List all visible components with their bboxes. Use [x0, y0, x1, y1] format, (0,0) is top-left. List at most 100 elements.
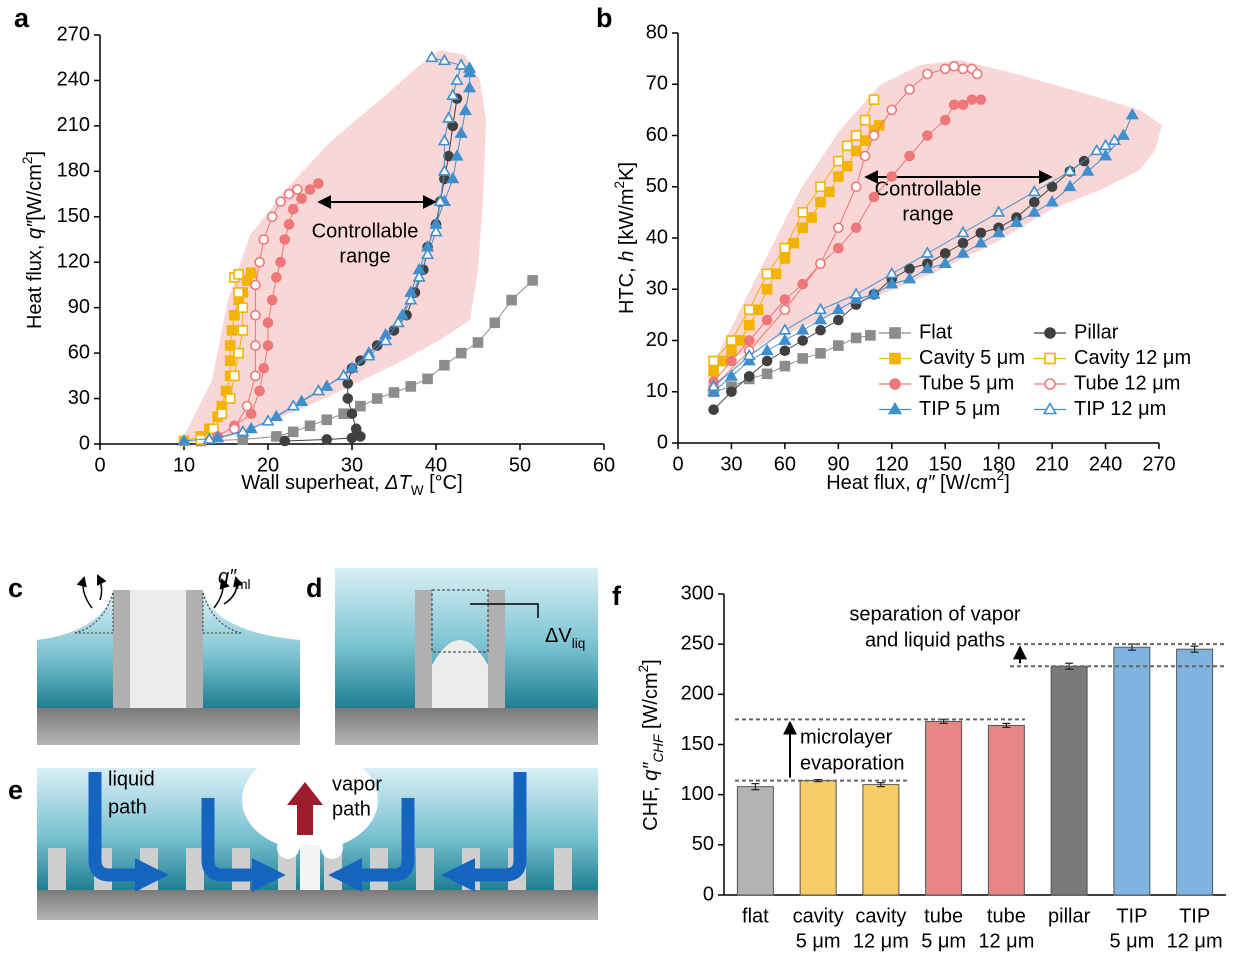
marker — [796, 323, 810, 335]
marker — [903, 271, 917, 284]
marker — [177, 433, 191, 446]
annotation: range — [339, 245, 390, 267]
y-tick-label: 0 — [657, 431, 668, 453]
substrate — [335, 708, 598, 745]
x-tick-label: TIP — [1116, 905, 1147, 927]
marker — [726, 345, 737, 357]
substrate — [37, 708, 300, 745]
label-part: ] — [24, 151, 46, 157]
marker — [778, 323, 792, 335]
marker — [956, 225, 970, 238]
label-part: [°C] — [424, 472, 463, 494]
diagram-e: liquid path vapor path e — [8, 750, 598, 920]
label-part: ] — [640, 659, 662, 665]
legend-marker — [1044, 352, 1056, 365]
x-tick-label: 30 — [720, 453, 742, 475]
x-tick-label: 40 — [425, 454, 447, 476]
bar — [987, 724, 1025, 896]
marker — [806, 212, 817, 223]
marker — [296, 193, 307, 204]
marker — [708, 365, 719, 377]
marker — [1107, 133, 1122, 146]
vapor-stem — [300, 845, 320, 890]
marker — [321, 434, 333, 445]
marker — [446, 88, 460, 100]
label-part: h — [616, 251, 638, 262]
marker — [788, 237, 800, 249]
marker — [1081, 164, 1095, 176]
annotation: ΔVliq — [545, 625, 585, 651]
marker — [948, 99, 960, 111]
volume-outline — [431, 589, 489, 653]
x-tick-label: 12 μm — [1167, 930, 1223, 952]
marker — [262, 317, 274, 329]
x-tick-label: 5 μm — [921, 930, 966, 952]
annotation: Controllable — [312, 220, 419, 242]
marker — [237, 434, 249, 445]
x-tick-label: flat — [742, 905, 769, 927]
y-tick-label: 100 — [681, 783, 714, 805]
marker — [304, 420, 316, 432]
legend-marker — [887, 401, 903, 415]
marker — [250, 370, 261, 382]
marker — [439, 359, 450, 371]
marker — [292, 184, 303, 195]
marker — [1045, 195, 1059, 207]
label-part: ΔV — [545, 625, 572, 647]
marker — [236, 424, 250, 437]
marker — [422, 373, 433, 385]
marker — [463, 81, 477, 93]
label-part: q″ — [640, 762, 662, 781]
marker — [266, 211, 278, 223]
panel-label: c — [8, 573, 23, 603]
bar — [1050, 665, 1088, 896]
annotation: Controllable — [875, 178, 982, 200]
marker — [707, 379, 721, 392]
label-part: 2 — [612, 181, 627, 189]
marker — [886, 171, 898, 182]
liquid-label: liquid — [108, 768, 155, 790]
marker — [815, 181, 826, 193]
evap-arrow — [76, 575, 93, 609]
label-part: CHF, — [640, 781, 662, 831]
y-tick-label: 50 — [646, 175, 668, 197]
marker — [233, 269, 244, 280]
marker — [450, 73, 464, 85]
vapor-bubble — [321, 837, 343, 859]
panel-label: a — [14, 3, 30, 33]
marker — [421, 247, 435, 260]
marker — [279, 435, 291, 447]
legend-label: Tube 12 μm — [1074, 372, 1180, 394]
marker — [885, 266, 899, 279]
marker — [275, 196, 286, 207]
bar — [862, 784, 900, 896]
marker — [761, 368, 773, 380]
label-part: liq — [572, 636, 586, 651]
marker — [815, 258, 826, 269]
marker — [761, 355, 773, 367]
marker — [904, 84, 915, 95]
bar — [1113, 646, 1151, 896]
bar — [925, 720, 963, 896]
vapor-arrow — [287, 782, 323, 835]
marker — [867, 287, 881, 299]
tube-wall — [488, 590, 505, 708]
series-line — [713, 334, 871, 393]
marker — [489, 317, 501, 329]
series-line — [209, 57, 462, 440]
marker — [321, 414, 333, 426]
pillar — [186, 848, 204, 890]
marker — [743, 335, 755, 346]
marker — [1027, 184, 1041, 197]
marker — [971, 68, 983, 80]
marker — [1125, 107, 1139, 120]
shaded-region — [705, 60, 1162, 380]
y-tick-label: 0 — [79, 432, 90, 454]
marker — [450, 149, 464, 161]
marker — [437, 134, 451, 146]
marker — [797, 222, 809, 234]
marker — [229, 309, 240, 321]
y-tick-label: 10 — [646, 380, 668, 402]
marker — [797, 335, 809, 346]
evap-arrow — [213, 578, 230, 609]
